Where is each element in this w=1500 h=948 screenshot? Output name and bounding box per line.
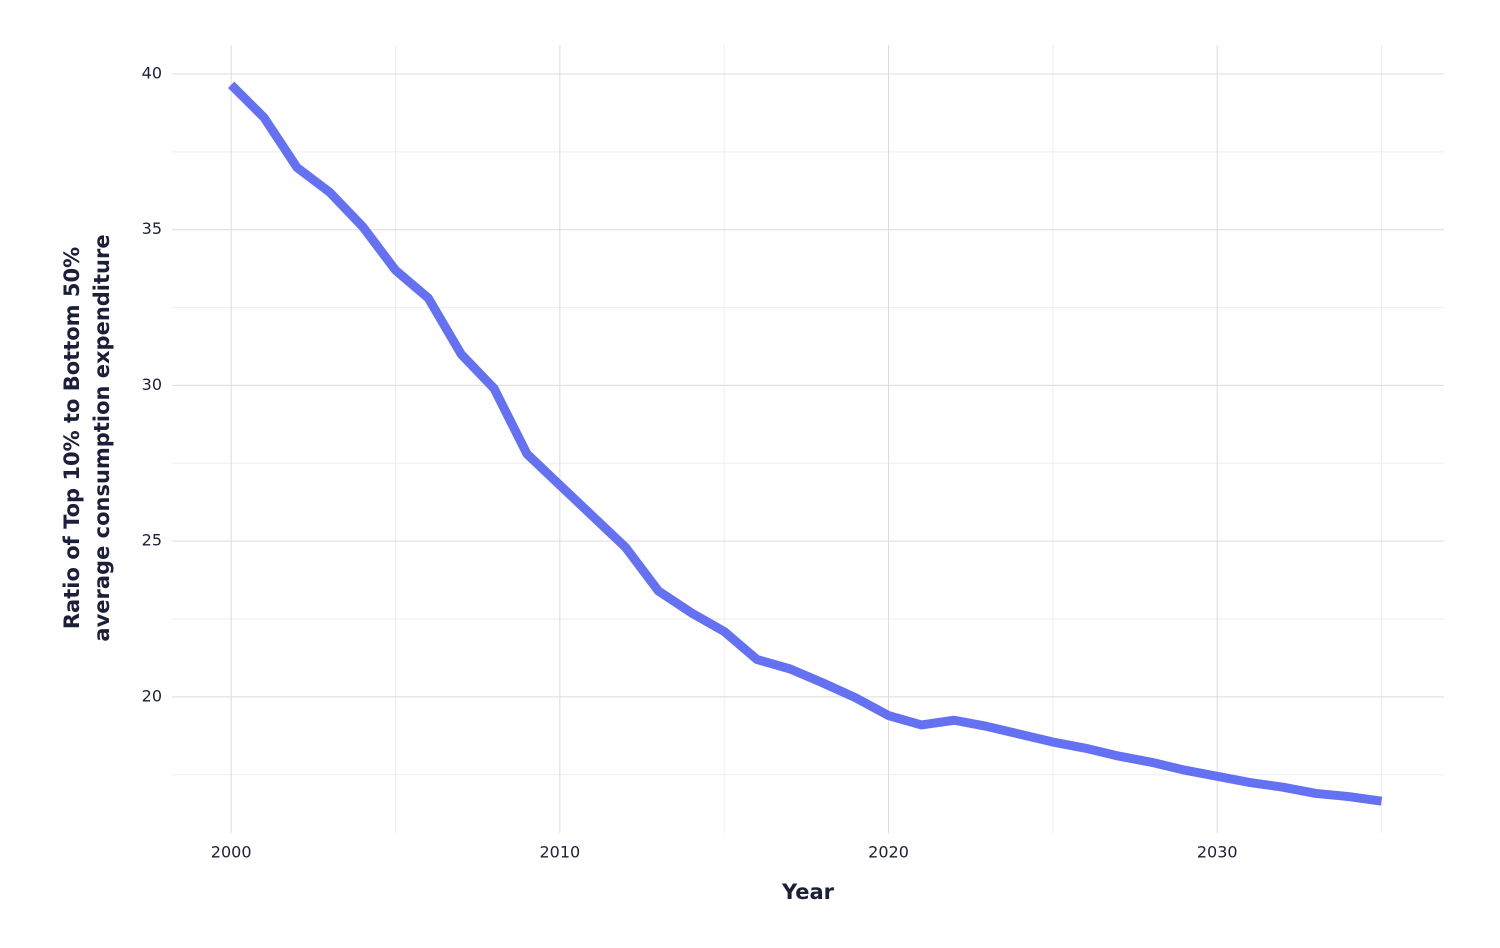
x-tick-label: 2030 <box>1197 843 1238 862</box>
y-axis-label: average consumption expenditure <box>90 234 114 641</box>
line <box>227 81 1383 806</box>
y-tick-label: 30 <box>142 375 162 394</box>
y-tick-label: 20 <box>142 686 162 705</box>
y-tick-label: 35 <box>142 219 162 238</box>
x-tick-label: 2020 <box>868 843 909 862</box>
x-axis-label: Year <box>781 880 835 904</box>
x-tick-label: 2000 <box>211 843 252 862</box>
y-tick-label: 40 <box>142 63 162 82</box>
y-axis-label: Ratio of Top 10% to Bottom 50% <box>60 247 84 629</box>
y-tick-label: 25 <box>142 531 162 550</box>
x-tick-label: 2010 <box>539 843 580 862</box>
